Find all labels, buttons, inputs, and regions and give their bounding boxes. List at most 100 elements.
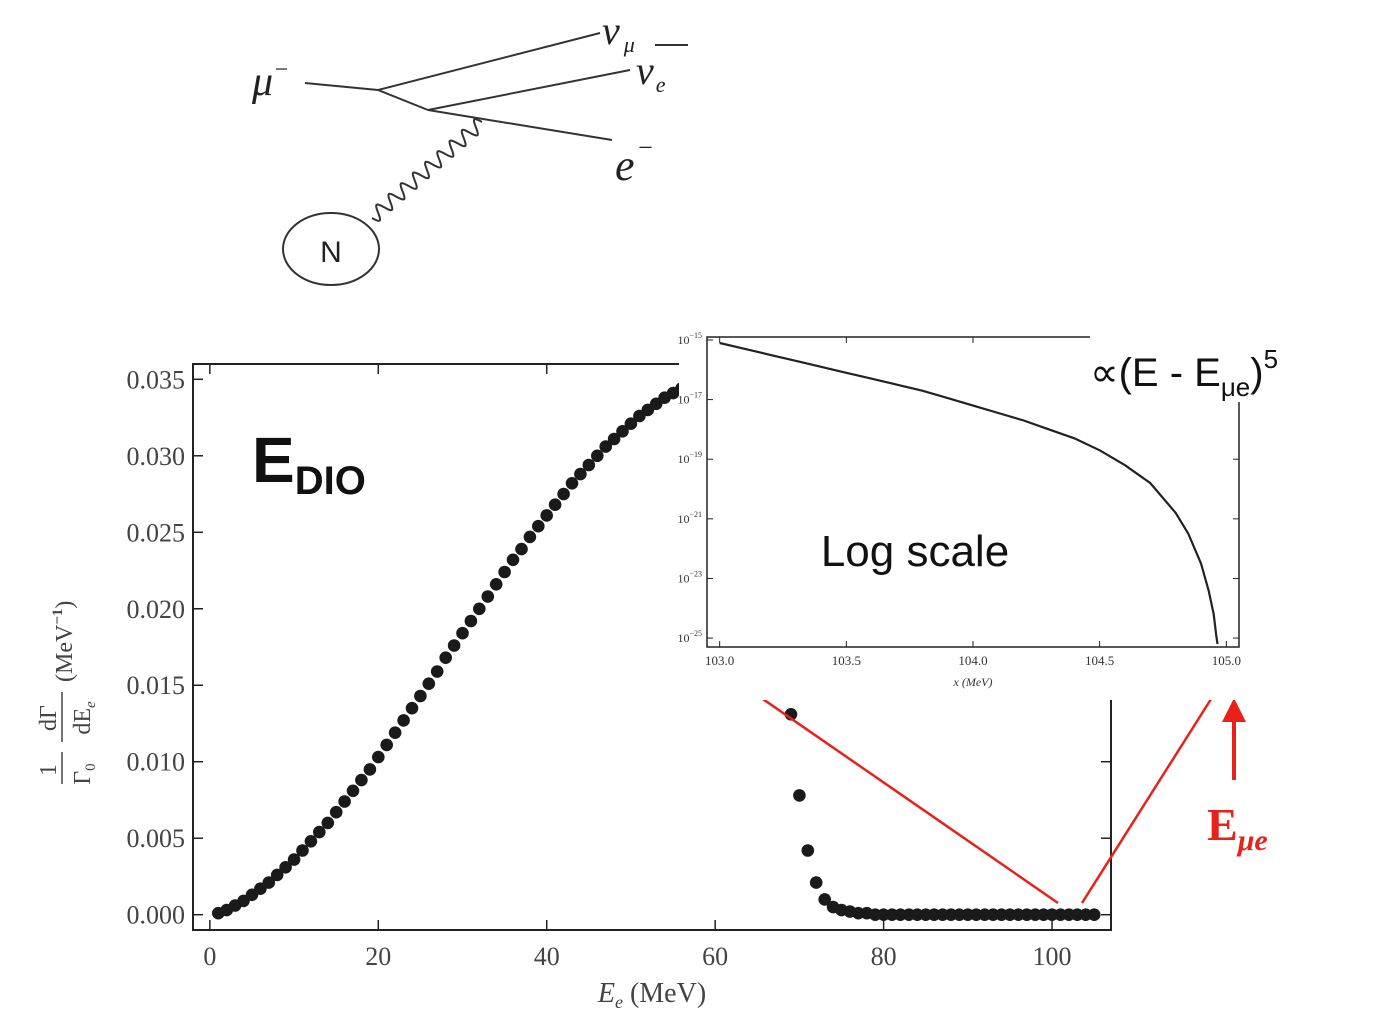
- muon-sup: −: [273, 57, 289, 83]
- numu-sub: μ: [623, 32, 635, 57]
- ylabel-unit: (MeV: [52, 624, 78, 682]
- inset-plot: 103.0 103.5 104.0 104.5 105.0 10−1510−1710−1…: [677, 330, 1378, 700]
- ylabel-unit-close: ): [52, 601, 78, 609]
- data-point: [607, 432, 621, 446]
- main-y-ticks: 0.000 0.005 0.010 0.015 0.020 0.025 0.030 0.035: [127, 365, 1111, 930]
- data-point: [523, 530, 537, 544]
- ylabel-d-den: dE: [70, 708, 96, 735]
- ylabel-frac-den-sub: 0: [83, 763, 99, 771]
- data-point: [270, 868, 284, 882]
- xlabel-sub: e: [615, 992, 623, 1011]
- main-x-tick-label: 60: [702, 942, 728, 971]
- inset-x-tick-label: 105.0: [1212, 653, 1241, 668]
- xlabel-unit: (MeV): [623, 978, 706, 1009]
- svg-text:(MeV−1): (MeV−1): [50, 601, 78, 682]
- data-point: [321, 816, 335, 830]
- inset-y-tick-label: 10−25: [677, 629, 702, 645]
- zoom-annotations: Eμe: [730, 675, 1268, 905]
- data-point: [329, 805, 343, 819]
- data-point: [599, 440, 612, 453]
- ylabel-d-num: dΓ: [36, 705, 62, 731]
- numu-line: [377, 32, 601, 91]
- prop-open: (E - E: [1119, 351, 1221, 395]
- electron-line: [427, 109, 613, 141]
- data-point: [346, 784, 360, 798]
- prop-sub: μe: [1221, 372, 1250, 402]
- svg-text:dEe: dEe: [70, 701, 99, 735]
- main-y-tick-label: 0.020: [127, 595, 186, 624]
- zoom-line-left: [730, 675, 1059, 905]
- data-point: [565, 477, 579, 490]
- inset-x-tick-label: 104.5: [1085, 653, 1114, 668]
- inset-x-tick-label: 103.5: [832, 653, 861, 668]
- ylabel-frac-den: Γ: [70, 771, 96, 785]
- data-point: [380, 738, 394, 752]
- data-point: [540, 509, 553, 522]
- nucleus-label: N: [320, 236, 342, 269]
- data-point: [422, 677, 436, 690]
- data-point: [439, 651, 453, 664]
- main-x-tick-label: 20: [365, 942, 391, 971]
- main-x-tick-label: 100: [1033, 942, 1072, 971]
- numu-label: ν: [602, 8, 620, 53]
- ylabel-frac-num: 1: [36, 764, 62, 776]
- data-point: [532, 519, 545, 533]
- data-point: [498, 565, 511, 579]
- data-point: [489, 578, 503, 591]
- inset-x-tick-label: 104.0: [958, 653, 987, 668]
- main-y-tick-label: 0.005: [127, 824, 186, 853]
- inset-y-tick-label: 10−17: [677, 391, 702, 407]
- data-point: [414, 689, 427, 703]
- data-point: [574, 467, 587, 481]
- data-point: [582, 458, 596, 472]
- main-y-tick-label: 0.015: [127, 671, 186, 700]
- data-point: [279, 861, 292, 874]
- zoom-line-right: [1080, 676, 1227, 904]
- muon-line: [304, 82, 379, 91]
- svg-text:Γ0: Γ0: [70, 763, 99, 784]
- muon-label: μ: [251, 59, 273, 105]
- electron-label: e: [615, 141, 635, 190]
- inset-x-ticks: 103.0 103.5 104.0 104.5 105.0: [705, 337, 1241, 668]
- main-x-ticks: 0 20 40 60 80 100: [203, 364, 1072, 971]
- edio-main: E: [252, 424, 295, 496]
- data-point: [809, 876, 823, 889]
- prop-label: ∝(E - Eμe)5: [1090, 344, 1278, 402]
- data-point: [1087, 908, 1101, 921]
- data-point: [616, 425, 629, 438]
- data-point: [506, 553, 520, 567]
- main-y-tick-label: 0.000: [127, 901, 186, 930]
- w-line: [377, 89, 429, 111]
- prop-symbol: ∝: [1090, 351, 1119, 395]
- data-point: [430, 665, 444, 678]
- data-point: [591, 449, 604, 463]
- data-point: [473, 602, 486, 616]
- data-point: [355, 773, 368, 787]
- svg-text:νμ: νμ: [602, 8, 635, 57]
- data-point: [405, 701, 419, 715]
- xlabel-main: E: [597, 978, 615, 1009]
- data-point: [262, 876, 276, 889]
- inset-y-tick-label: 10−21: [677, 510, 702, 526]
- emue-label: Eμe: [1207, 799, 1268, 857]
- svg-text:νe: νe: [636, 48, 666, 97]
- main-x-tick-label: 0: [203, 942, 216, 971]
- data-point: [397, 714, 410, 727]
- svg-text:μ−: μ−: [251, 57, 289, 105]
- data-point: [287, 853, 301, 866]
- inset-y-ticks: 10−15 10−17 10−19 10−21 10−23 10−25: [677, 331, 1239, 645]
- ylabel-d-den-sub: e: [83, 701, 99, 708]
- emue-main: E: [1207, 799, 1238, 850]
- data-point: [447, 639, 461, 652]
- data-point: [557, 487, 570, 501]
- nue-sub: e: [656, 72, 666, 97]
- main-y-tick-label: 0.030: [127, 442, 186, 471]
- emue-arrow-head: [1222, 698, 1246, 722]
- data-point: [481, 590, 495, 603]
- data-point: [464, 614, 478, 628]
- data-point: [548, 498, 562, 512]
- data-point: [372, 750, 385, 764]
- data-point: [304, 835, 318, 848]
- main-x-tick-label: 40: [534, 942, 560, 971]
